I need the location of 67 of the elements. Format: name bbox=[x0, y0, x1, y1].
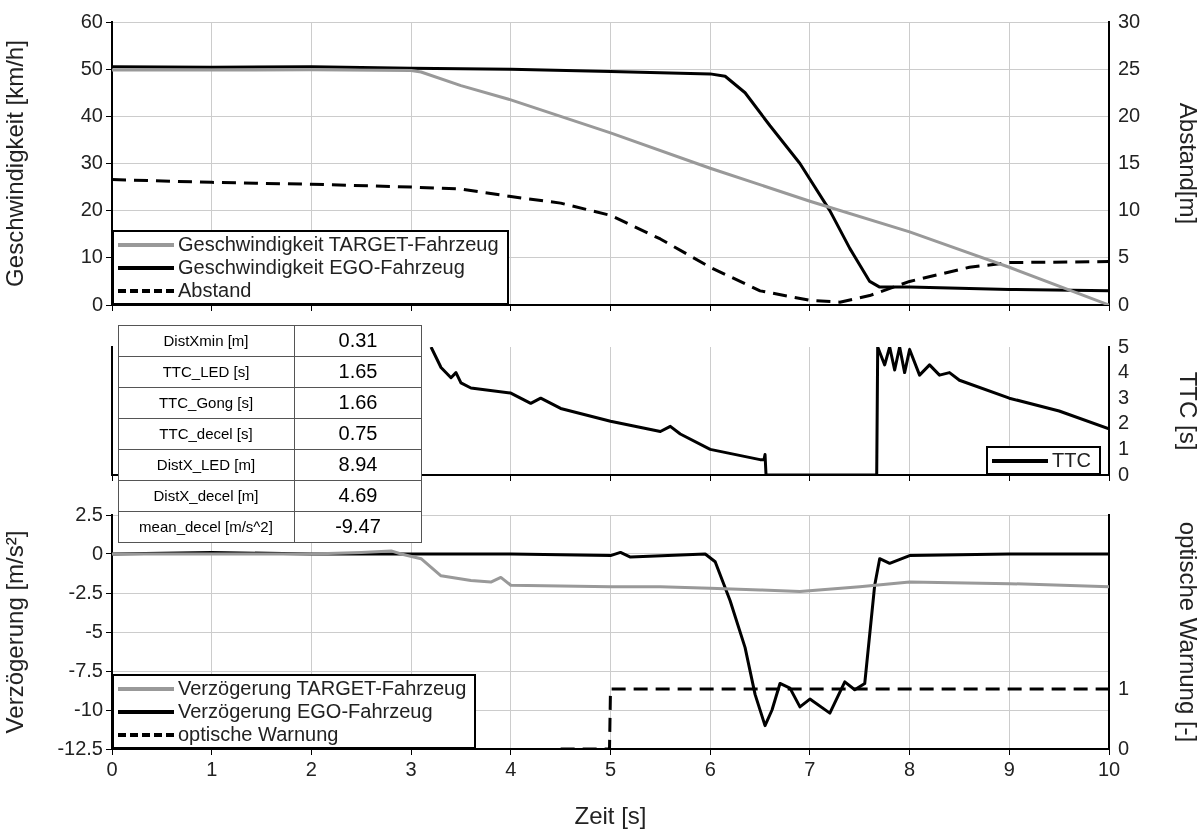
y-tick-label: 0 bbox=[91, 292, 103, 315]
annotation: 0.75 bbox=[337, 421, 379, 446]
x-tick-label: 8 bbox=[904, 757, 916, 780]
y-tick-label: 0 bbox=[91, 541, 103, 564]
y-tick-label: 10 bbox=[80, 245, 103, 268]
legend-label: Abstand bbox=[178, 279, 252, 302]
x-tick-label: 3 bbox=[405, 757, 417, 780]
y-tick-label: -12.5 bbox=[57, 736, 103, 759]
annotation: TTC_Gong [s] bbox=[157, 393, 255, 413]
x-tick-label: 4 bbox=[505, 757, 517, 780]
x-tick-label: 6 bbox=[704, 757, 716, 780]
y-tick-label: 20 bbox=[80, 198, 103, 221]
y2-tick-label: 2 bbox=[1118, 411, 1130, 434]
y-tick-label: -2.5 bbox=[68, 580, 103, 603]
annotation: 1.66 bbox=[337, 390, 379, 415]
y-tick-label: 40 bbox=[80, 103, 103, 126]
x-tick-label: 10 bbox=[1097, 757, 1121, 780]
text: 4.69 bbox=[338, 484, 378, 506]
y2-tick-label: 3 bbox=[1118, 385, 1130, 408]
legend-label: Verzögerung TARGET-Fahrzeug bbox=[178, 677, 467, 700]
y2-tick-label: 5 bbox=[1118, 334, 1130, 357]
y-axis-title: Geschwindigkeit [km/h] bbox=[1, 40, 29, 287]
y2-tick-label: 4 bbox=[1118, 360, 1130, 383]
x-axis-title: Zeit [s] bbox=[574, 802, 647, 830]
x-tick-label: 5 bbox=[604, 757, 617, 780]
y2-tick-label: 0 bbox=[1118, 292, 1130, 315]
y2-tick-label: 20 bbox=[1118, 103, 1141, 126]
y2-tick-label: 0 bbox=[1118, 736, 1130, 759]
x-tick-label: 1 bbox=[206, 757, 218, 780]
y-tick-label: -5 bbox=[85, 619, 103, 642]
annotation: DistXmin [m] bbox=[162, 331, 250, 351]
x-tick-label: 0 bbox=[106, 757, 118, 780]
y2-tick-label: 5 bbox=[1118, 245, 1130, 268]
y2-tick-label: 1 bbox=[1118, 436, 1130, 459]
annotation: mean_decel [m/s^2] bbox=[138, 517, 274, 537]
x-tick-label: 9 bbox=[1003, 757, 1015, 780]
y2-axis-title: optische Warnung [-] bbox=[1174, 521, 1202, 743]
y-tick-label: 50 bbox=[80, 56, 103, 79]
y2-axis-title: TTC [s] bbox=[1174, 371, 1202, 451]
annotation: TTC_LED [s] bbox=[161, 362, 251, 382]
y-tick-label: -10 bbox=[74, 697, 103, 720]
text: DistX_decel [m] bbox=[153, 487, 259, 504]
x-tick-label: 7 bbox=[804, 757, 816, 780]
y-axis-title: Verzögerung [m/s²] bbox=[1, 530, 29, 734]
y-tick-label: 30 bbox=[80, 151, 103, 174]
annotation: TTC_decel [s] bbox=[158, 424, 254, 444]
legend-label: TTC bbox=[1052, 449, 1091, 472]
y2-tick-label: 25 bbox=[1118, 56, 1141, 79]
annotation: -9.47 bbox=[334, 514, 382, 539]
y2-tick-label: 10 bbox=[1118, 198, 1141, 221]
y2-tick-label: 15 bbox=[1118, 151, 1141, 174]
annotation: 1.65 bbox=[337, 359, 379, 384]
x-tick-label: 2 bbox=[305, 757, 317, 780]
y2-tick-label: 0 bbox=[1118, 462, 1130, 485]
y-tick-label: 60 bbox=[80, 9, 103, 32]
legend-label: optische Warnung bbox=[178, 723, 339, 746]
y2-axis-title: Abstand[m] bbox=[1174, 102, 1202, 225]
legend-label: Geschwindigkeit EGO-Fahrzeug bbox=[178, 256, 465, 279]
annotation: DistX_LED [m] bbox=[155, 455, 257, 475]
legend-label: Geschwindigkeit TARGET-Fahrzeug bbox=[178, 233, 499, 256]
y2-tick-label: 30 bbox=[1118, 9, 1141, 32]
y-tick-label: -7.5 bbox=[68, 658, 103, 681]
y2-tick-label: 1 bbox=[1118, 676, 1130, 699]
annotation: 8.94 bbox=[337, 452, 379, 477]
annotation: 0.31 bbox=[337, 328, 379, 353]
legend-label: Verzögerung EGO-Fahrzeug bbox=[178, 700, 433, 723]
y-tick-label: 2.5 bbox=[75, 502, 103, 525]
